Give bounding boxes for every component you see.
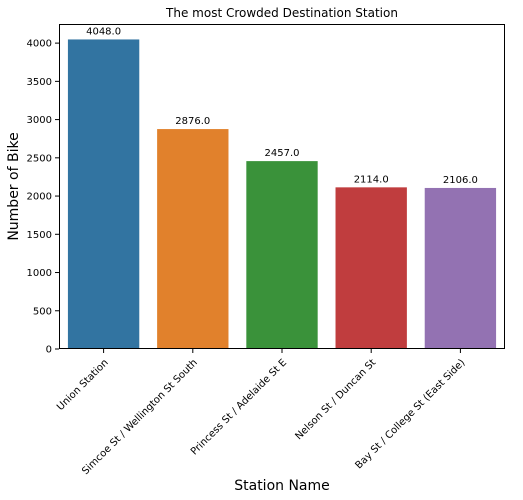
plot-frame	[59, 24, 505, 349]
bar-value-label: 4048.0	[86, 26, 121, 37]
y-tick-label: 4000	[27, 39, 52, 50]
bar-value-label: 2106.0	[443, 175, 478, 186]
bar-value-label: 2457.0	[265, 148, 300, 159]
y-tick-label: 2500	[27, 153, 52, 164]
y-tick-label: 2000	[27, 192, 52, 203]
chart-title: The most Crowded Destination Station	[165, 6, 398, 20]
data-labels: 4048.0 2876.0 2457.0 2114.0 2106.0	[86, 26, 478, 186]
bar	[157, 129, 229, 349]
bars	[67, 39, 497, 350]
bar	[335, 187, 407, 349]
y-axis-label: Number of Bike	[6, 132, 22, 240]
y-tick-label: 1500	[27, 230, 52, 241]
bar-value-label: 2114.0	[354, 174, 389, 185]
x-tick-label: Union Station	[55, 357, 111, 413]
x-tick-label: Princess St / Adelaide St E	[189, 357, 289, 457]
y-tick-label: 3500	[27, 77, 52, 88]
x-axis-label: Station Name	[234, 478, 330, 494]
y-tick-label: 3000	[27, 115, 52, 126]
y-axis: 0 500 1000 1500 2000 2500 3000 3500 4000	[27, 39, 59, 356]
bar-value-label: 2876.0	[175, 116, 210, 127]
bar	[424, 187, 497, 349]
y-tick-label: 1000	[27, 268, 52, 279]
bar	[67, 39, 140, 350]
bar	[246, 161, 318, 349]
x-tick-label: Nelson St / Duncan St	[293, 357, 378, 442]
y-tick-label: 0	[46, 345, 52, 356]
x-tick-label: Bay St / College St (East Side)	[354, 357, 468, 471]
y-tick-label: 500	[33, 306, 52, 317]
